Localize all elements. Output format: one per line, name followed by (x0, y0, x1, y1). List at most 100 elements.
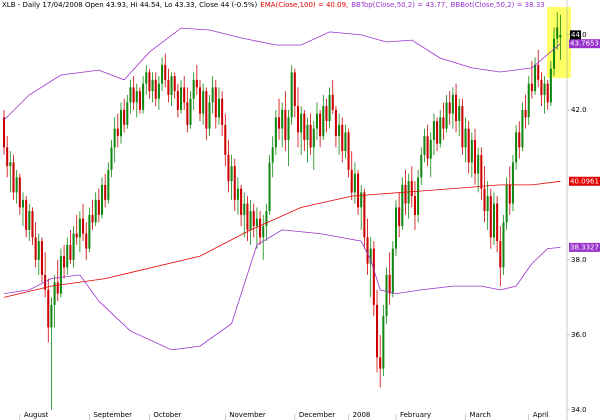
candle-body (259, 218, 262, 238)
close-label: 44 (571, 31, 580, 39)
candle-body (328, 94, 331, 122)
candle-body (63, 256, 66, 268)
candle-body (309, 124, 312, 148)
candle-body (455, 94, 458, 122)
close-label-box (570, 30, 581, 40)
title-part: BBTop(Close,50,2) = 43.77, (351, 1, 447, 9)
title-part: XLB - Daily 17/04/2008 Open 43.93, Hi 44… (2, 1, 258, 9)
candle-body (221, 98, 224, 125)
candle-body (287, 117, 290, 140)
candle-body (148, 72, 151, 92)
candle-body (100, 184, 104, 215)
indicator-line (3, 229, 561, 351)
candle-body (12, 162, 15, 193)
candle-body (233, 166, 236, 200)
candle-body (341, 124, 344, 152)
candle-body (107, 169, 110, 200)
candle-body (82, 218, 85, 234)
candle-body (170, 76, 173, 95)
candle-body (189, 98, 192, 125)
candle-body (56, 282, 59, 294)
candle-body (502, 222, 505, 268)
candle-body (537, 64, 540, 80)
x-tick-label: November (229, 411, 266, 419)
candle-body (9, 162, 12, 167)
candle-body (211, 87, 214, 103)
candle-body (303, 113, 306, 140)
candle-body (319, 113, 322, 137)
candle-body (6, 147, 9, 167)
candle-body (432, 121, 435, 140)
title-part: BBBot(Close,50,2) = 38.33 (451, 1, 545, 9)
candle-body (518, 132, 521, 148)
candle-body (198, 87, 202, 114)
candle-body (281, 109, 284, 129)
candle-body (249, 211, 252, 230)
candle-body (59, 256, 62, 294)
x-tick-label: 2008 (353, 411, 371, 419)
candle-body (366, 237, 369, 264)
candle-body (173, 76, 176, 92)
candle-body (78, 218, 81, 238)
candle-body (344, 132, 347, 152)
candle-body (183, 87, 186, 103)
candle-body (161, 64, 164, 84)
candle-body (559, 34, 562, 38)
candle-body (331, 94, 334, 110)
candle-body (524, 109, 527, 118)
candle-body (268, 162, 271, 212)
candle-body (382, 316, 385, 369)
candle-body (521, 109, 524, 148)
candle-body (464, 128, 467, 148)
value-label-box (569, 39, 600, 49)
candle-body (556, 27, 559, 39)
candle-body (28, 211, 31, 230)
candle-body (126, 102, 129, 125)
candle-body (145, 72, 148, 84)
candle-body (398, 207, 401, 227)
candle-body (15, 177, 18, 193)
candle-body (515, 132, 518, 163)
candle-body (353, 173, 356, 193)
candle-body (97, 199, 100, 215)
x-tick-label: March (470, 411, 491, 419)
candle-body (66, 244, 69, 268)
candle-body (369, 248, 372, 264)
candle-body (448, 102, 451, 114)
candle-body (385, 274, 388, 317)
candle-body (530, 83, 533, 92)
candle-body (338, 124, 341, 137)
candle-body (357, 173, 360, 208)
candle-body (413, 196, 416, 215)
candle-body (132, 87, 135, 103)
candle-body (442, 117, 445, 129)
candle-body (511, 162, 514, 204)
candle-body (151, 79, 154, 92)
y-tick-label: 36.0 (571, 331, 587, 339)
y-tick-label: 42.0 (571, 106, 587, 114)
candle-body (113, 128, 116, 148)
candle-body (186, 102, 189, 125)
candle-body (50, 304, 53, 328)
candle-body (192, 79, 195, 99)
candle-body (240, 188, 243, 215)
candle-body (284, 109, 287, 140)
candle-body (322, 106, 325, 137)
candle-body (426, 136, 429, 159)
indicator-line (3, 180, 561, 298)
candle-body (246, 203, 249, 230)
candle-body (410, 181, 413, 197)
candle-body (334, 109, 337, 137)
candle-body (480, 154, 483, 189)
candle-body (470, 139, 473, 163)
candle-body (135, 91, 138, 103)
candle-body (104, 184, 107, 200)
candle-body (227, 154, 230, 182)
candle-body (394, 207, 398, 249)
candle-body (527, 83, 530, 118)
candle-body (439, 117, 442, 144)
x-tick-label: August (24, 411, 49, 419)
candle-body (123, 109, 126, 125)
candle-body (176, 91, 179, 110)
candle-body (110, 147, 113, 170)
